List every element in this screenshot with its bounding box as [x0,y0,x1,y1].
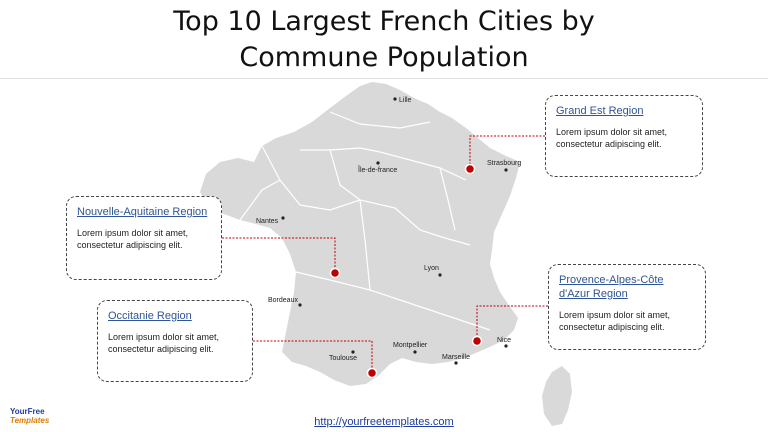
callout-text-grand-est: Lorem ipsum dolor sit amet, consectetur … [556,127,668,149]
region-link-provence[interactable]: Provence-Alpes-Côte d'Azur Region [559,274,664,300]
city-dot-lyon [438,273,442,277]
city-dot-toulouse [351,350,355,354]
region-link-nouvelle-aquitaine[interactable]: Nouvelle-Aquitaine Region [77,206,208,218]
city-label-marseille: Marseille [442,354,470,361]
city-dot-marseille [454,361,458,365]
mainland-france [200,82,520,386]
marker-occitanie [366,367,378,379]
city-dots [281,97,508,365]
city-label-strasbourg: Strasbourg [487,160,521,167]
callout-text-provence: Lorem ipsum dolor sit amet, consectetur … [559,310,671,332]
connector-grand-est [469,135,545,168]
city-label-nice: Nice [497,337,511,344]
marker-nouvelle-aquitaine [329,267,341,279]
region-link-occitanie[interactable]: Occitanie Region [108,310,192,322]
connector-provence [476,305,548,340]
region-markers [329,163,483,379]
marker-provence [471,335,483,347]
city-label-nantes: Nantes [256,218,279,225]
city-labels: Lille Île-de-france Strasbourg Nantes Ly… [256,97,521,362]
corsica [542,366,572,426]
connector-occitanie [253,340,373,372]
callout-provence: Provence-Alpes-Côte d'Azur Region Lorem … [548,264,706,350]
city-label-toulouse: Toulouse [329,355,357,362]
callout-nouvelle-aquitaine: Nouvelle-Aquitaine Region Lorem ipsum do… [66,196,222,280]
logo-line-1: YourFree [10,407,45,416]
city-label-montpellier: Montpellier [393,342,428,349]
city-dot-montpellier [413,350,417,354]
city-label-lyon: Lyon [424,265,439,272]
city-dot-nice [504,344,508,348]
callout-text-nouvelle-aquitaine: Lorem ipsum dolor sit amet, consectetur … [77,228,189,250]
city-dot-lille [393,97,397,101]
title-line-1: Top 10 Largest French Cities by [173,6,595,37]
city-label-lille: Lille [399,97,412,104]
connector-lines [222,135,548,372]
connector-nouvelle-aquitaine [222,237,336,272]
callout-grand-est: Grand Est Region Lorem ipsum dolor sit a… [545,95,703,177]
brand-logo: YourFree Templates [10,407,49,425]
city-dot-bordeaux [298,303,302,307]
city-dot-strasbourg [504,168,508,172]
city-dot-ile-de-france [376,161,380,165]
city-label-ile-de-france: Île-de-france [357,165,397,174]
footer-url-link[interactable]: http://yourfreetemplates.com [314,416,454,428]
region-link-grand-est[interactable]: Grand Est Region [556,105,644,117]
title-line-2: Commune Population [239,42,529,73]
callout-occitanie: Occitanie Region Lorem ipsum dolor sit a… [97,300,253,382]
marker-grand-est [464,163,476,175]
title-divider [0,78,768,79]
city-dot-nantes [281,216,285,220]
callout-text-occitanie: Lorem ipsum dolor sit amet, consectetur … [108,332,220,354]
city-label-bordeaux: Bordeaux [268,297,298,304]
region-borders [239,111,491,331]
logo-line-2: Templates [10,416,50,425]
page-title: Top 10 Largest French Cities by Commune … [0,4,768,76]
